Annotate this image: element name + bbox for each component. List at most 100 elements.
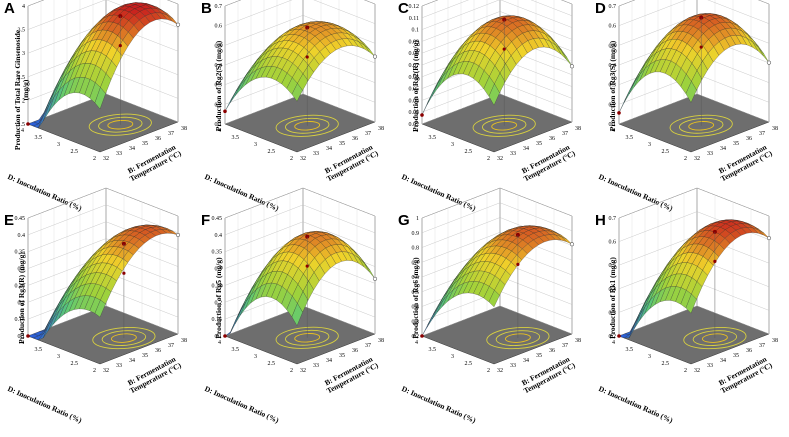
y-tick-label: 3.5: [626, 135, 634, 141]
surface-cell: [427, 84, 438, 105]
x-tick-label: 38: [181, 338, 187, 344]
x-tick-label: 36: [746, 348, 752, 354]
design-point: [570, 242, 574, 246]
design-point: [503, 48, 506, 51]
y-tick-label: 2: [93, 368, 96, 374]
y-tick-label: 2: [487, 368, 490, 374]
z-axis-label: Production of Rg6 (mg/g): [412, 228, 420, 368]
design-point: [373, 277, 377, 281]
panel-label: A: [4, 0, 15, 17]
y-tick-label: 2: [290, 156, 293, 162]
z-axis-label: Production of Rg5 (mg/g): [215, 228, 223, 368]
z-tick-label: 0.7: [215, 4, 223, 10]
x-tick-label: 35: [339, 353, 345, 359]
x-tick-label: 37: [365, 343, 371, 349]
design-point: [119, 44, 122, 47]
x-tick-label: 38: [181, 126, 187, 132]
x-tick-label: 38: [378, 338, 384, 344]
x-tick-label: 36: [746, 136, 752, 142]
x-tick-label: 34: [326, 146, 332, 152]
y-tick-label: 3: [57, 354, 60, 360]
z-gridline: [619, 0, 769, 6]
surface-cell: [629, 74, 640, 94]
design-point: [617, 111, 621, 115]
x-tick-label: 34: [326, 358, 332, 364]
x-tick-label: 36: [155, 348, 161, 354]
surface-cell: [561, 51, 572, 67]
x-tick-label: 36: [352, 348, 358, 354]
y-tick-label: 2.5: [662, 149, 670, 155]
x-tick-label: 33: [510, 363, 516, 369]
x-tick-label: 35: [142, 141, 148, 147]
x-tick-label: 34: [720, 146, 726, 152]
y-tick-label: 3.5: [232, 135, 240, 141]
surface-cell: [240, 295, 251, 315]
y-tick-label: 2.5: [268, 149, 276, 155]
x-tick-label: 32: [103, 368, 109, 374]
x-tick-label: 33: [116, 151, 122, 157]
design-point: [373, 55, 377, 59]
panel-label: F: [201, 212, 210, 229]
panel-label: H: [595, 212, 606, 229]
y-tick-label: 3.5: [429, 135, 437, 141]
x-tick-label: 36: [549, 136, 555, 142]
y-tick-label: 2: [684, 156, 687, 162]
z-gridline: [422, 0, 572, 18]
surface-cell: [230, 310, 241, 334]
z-tick-label: 4: [22, 4, 25, 10]
x-tick-label: 37: [365, 131, 371, 137]
panel-label: G: [398, 212, 410, 229]
z-tick-label: 0.7: [609, 4, 617, 10]
y-tick-label: 2.5: [268, 361, 276, 367]
z-tick-label: 0.12: [409, 4, 420, 10]
design-point: [700, 46, 703, 49]
x-tick-label: 35: [733, 353, 739, 359]
x-tick-label: 37: [562, 343, 568, 349]
x-tick-label: 32: [694, 156, 700, 162]
z-tick-label: 1: [416, 216, 419, 222]
y-tick-label: 3.5: [232, 347, 240, 353]
surface-cell: [359, 258, 370, 272]
surface-cell: [437, 295, 448, 313]
x-tick-label: 33: [116, 363, 122, 369]
design-point: [223, 334, 227, 338]
y-tick-label: 2: [290, 368, 293, 374]
y-tick-label: 3.5: [35, 135, 43, 141]
x-tick-label: 37: [759, 131, 765, 137]
design-point: [516, 263, 519, 266]
x-tick-label: 37: [168, 343, 174, 349]
x-tick-label: 38: [772, 338, 778, 344]
y-tick-label: 2.5: [71, 361, 79, 367]
x-tick-label: 37: [759, 343, 765, 349]
design-point: [306, 265, 309, 268]
y-tick-label: 2.5: [465, 361, 473, 367]
x-tick-label: 34: [720, 358, 726, 364]
x-tick-label: 32: [497, 368, 503, 374]
design-point: [767, 236, 771, 240]
floor-plane: [28, 306, 178, 364]
z-axis-label: Production of Rg3(R) (mg/g): [18, 228, 26, 368]
x-tick-label: 35: [339, 141, 345, 147]
y-tick-label: 3.5: [626, 347, 634, 353]
design-point: [617, 334, 621, 338]
x-tick-label: 34: [523, 146, 529, 152]
x-tick-label: 38: [772, 126, 778, 132]
design-point: [570, 65, 574, 69]
z-axis-label: Production of Rk1 (mg/g): [609, 228, 617, 368]
panel-label: E: [4, 212, 14, 229]
y-tick-label: 3: [254, 354, 257, 360]
y-tick-label: 3: [254, 142, 257, 148]
design-point: [713, 260, 716, 263]
x-tick-label: 37: [168, 131, 174, 137]
design-point: [223, 110, 227, 114]
z-axis-label: Production of Rg2(S) (mg/g): [215, 16, 223, 156]
x-tick-label: 38: [378, 126, 384, 132]
x-tick-label: 38: [575, 338, 581, 344]
x-tick-label: 35: [733, 141, 739, 147]
x-tick-label: 32: [497, 156, 503, 162]
